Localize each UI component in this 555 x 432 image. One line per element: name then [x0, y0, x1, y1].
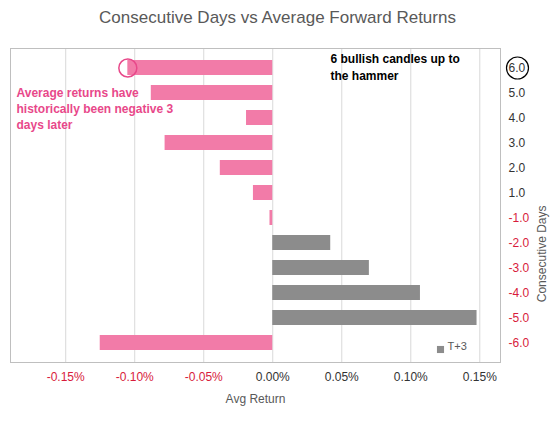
- svg-text:-5.0: -5.0: [509, 311, 530, 325]
- svg-text:0.15%: 0.15%: [463, 370, 497, 384]
- svg-text:0.00%: 0.00%: [256, 370, 290, 384]
- svg-text:-0.15%: -0.15%: [47, 370, 85, 384]
- svg-text:Avg Return: Avg Return: [226, 392, 286, 406]
- svg-text:1.0: 1.0: [509, 186, 526, 200]
- svg-text:0.10%: 0.10%: [394, 370, 428, 384]
- svg-text:-6.0: -6.0: [509, 336, 530, 350]
- svg-text:4.0: 4.0: [509, 111, 526, 125]
- svg-text:-0.05%: -0.05%: [185, 370, 223, 384]
- svg-text:-4.0: -4.0: [509, 286, 530, 300]
- svg-text:T+3: T+3: [448, 340, 467, 352]
- svg-text:-3.0: -3.0: [509, 261, 530, 275]
- svg-text:6.0: 6.0: [509, 61, 526, 75]
- svg-text:-1.0: -1.0: [509, 211, 530, 225]
- svg-text:0.05%: 0.05%: [325, 370, 359, 384]
- svg-text:6 bullish candles up tothe ham: 6 bullish candles up tothe hammer: [331, 52, 460, 83]
- svg-text:Average returns havehistorical: Average returns havehistorically been ne…: [17, 86, 174, 132]
- svg-text:3.0: 3.0: [509, 136, 526, 150]
- html-text:Consecutive Days vs Average Fo: Consecutive Days vs Average Forward Retu…: [99, 8, 456, 27]
- svg-text:2.0: 2.0: [509, 161, 526, 175]
- svg-text:5.0: 5.0: [509, 86, 526, 100]
- svg-text:-0.10%: -0.10%: [116, 370, 154, 384]
- svg-text:Consecutive Days: Consecutive Days: [535, 206, 549, 303]
- svg-text:-2.0: -2.0: [509, 236, 530, 250]
